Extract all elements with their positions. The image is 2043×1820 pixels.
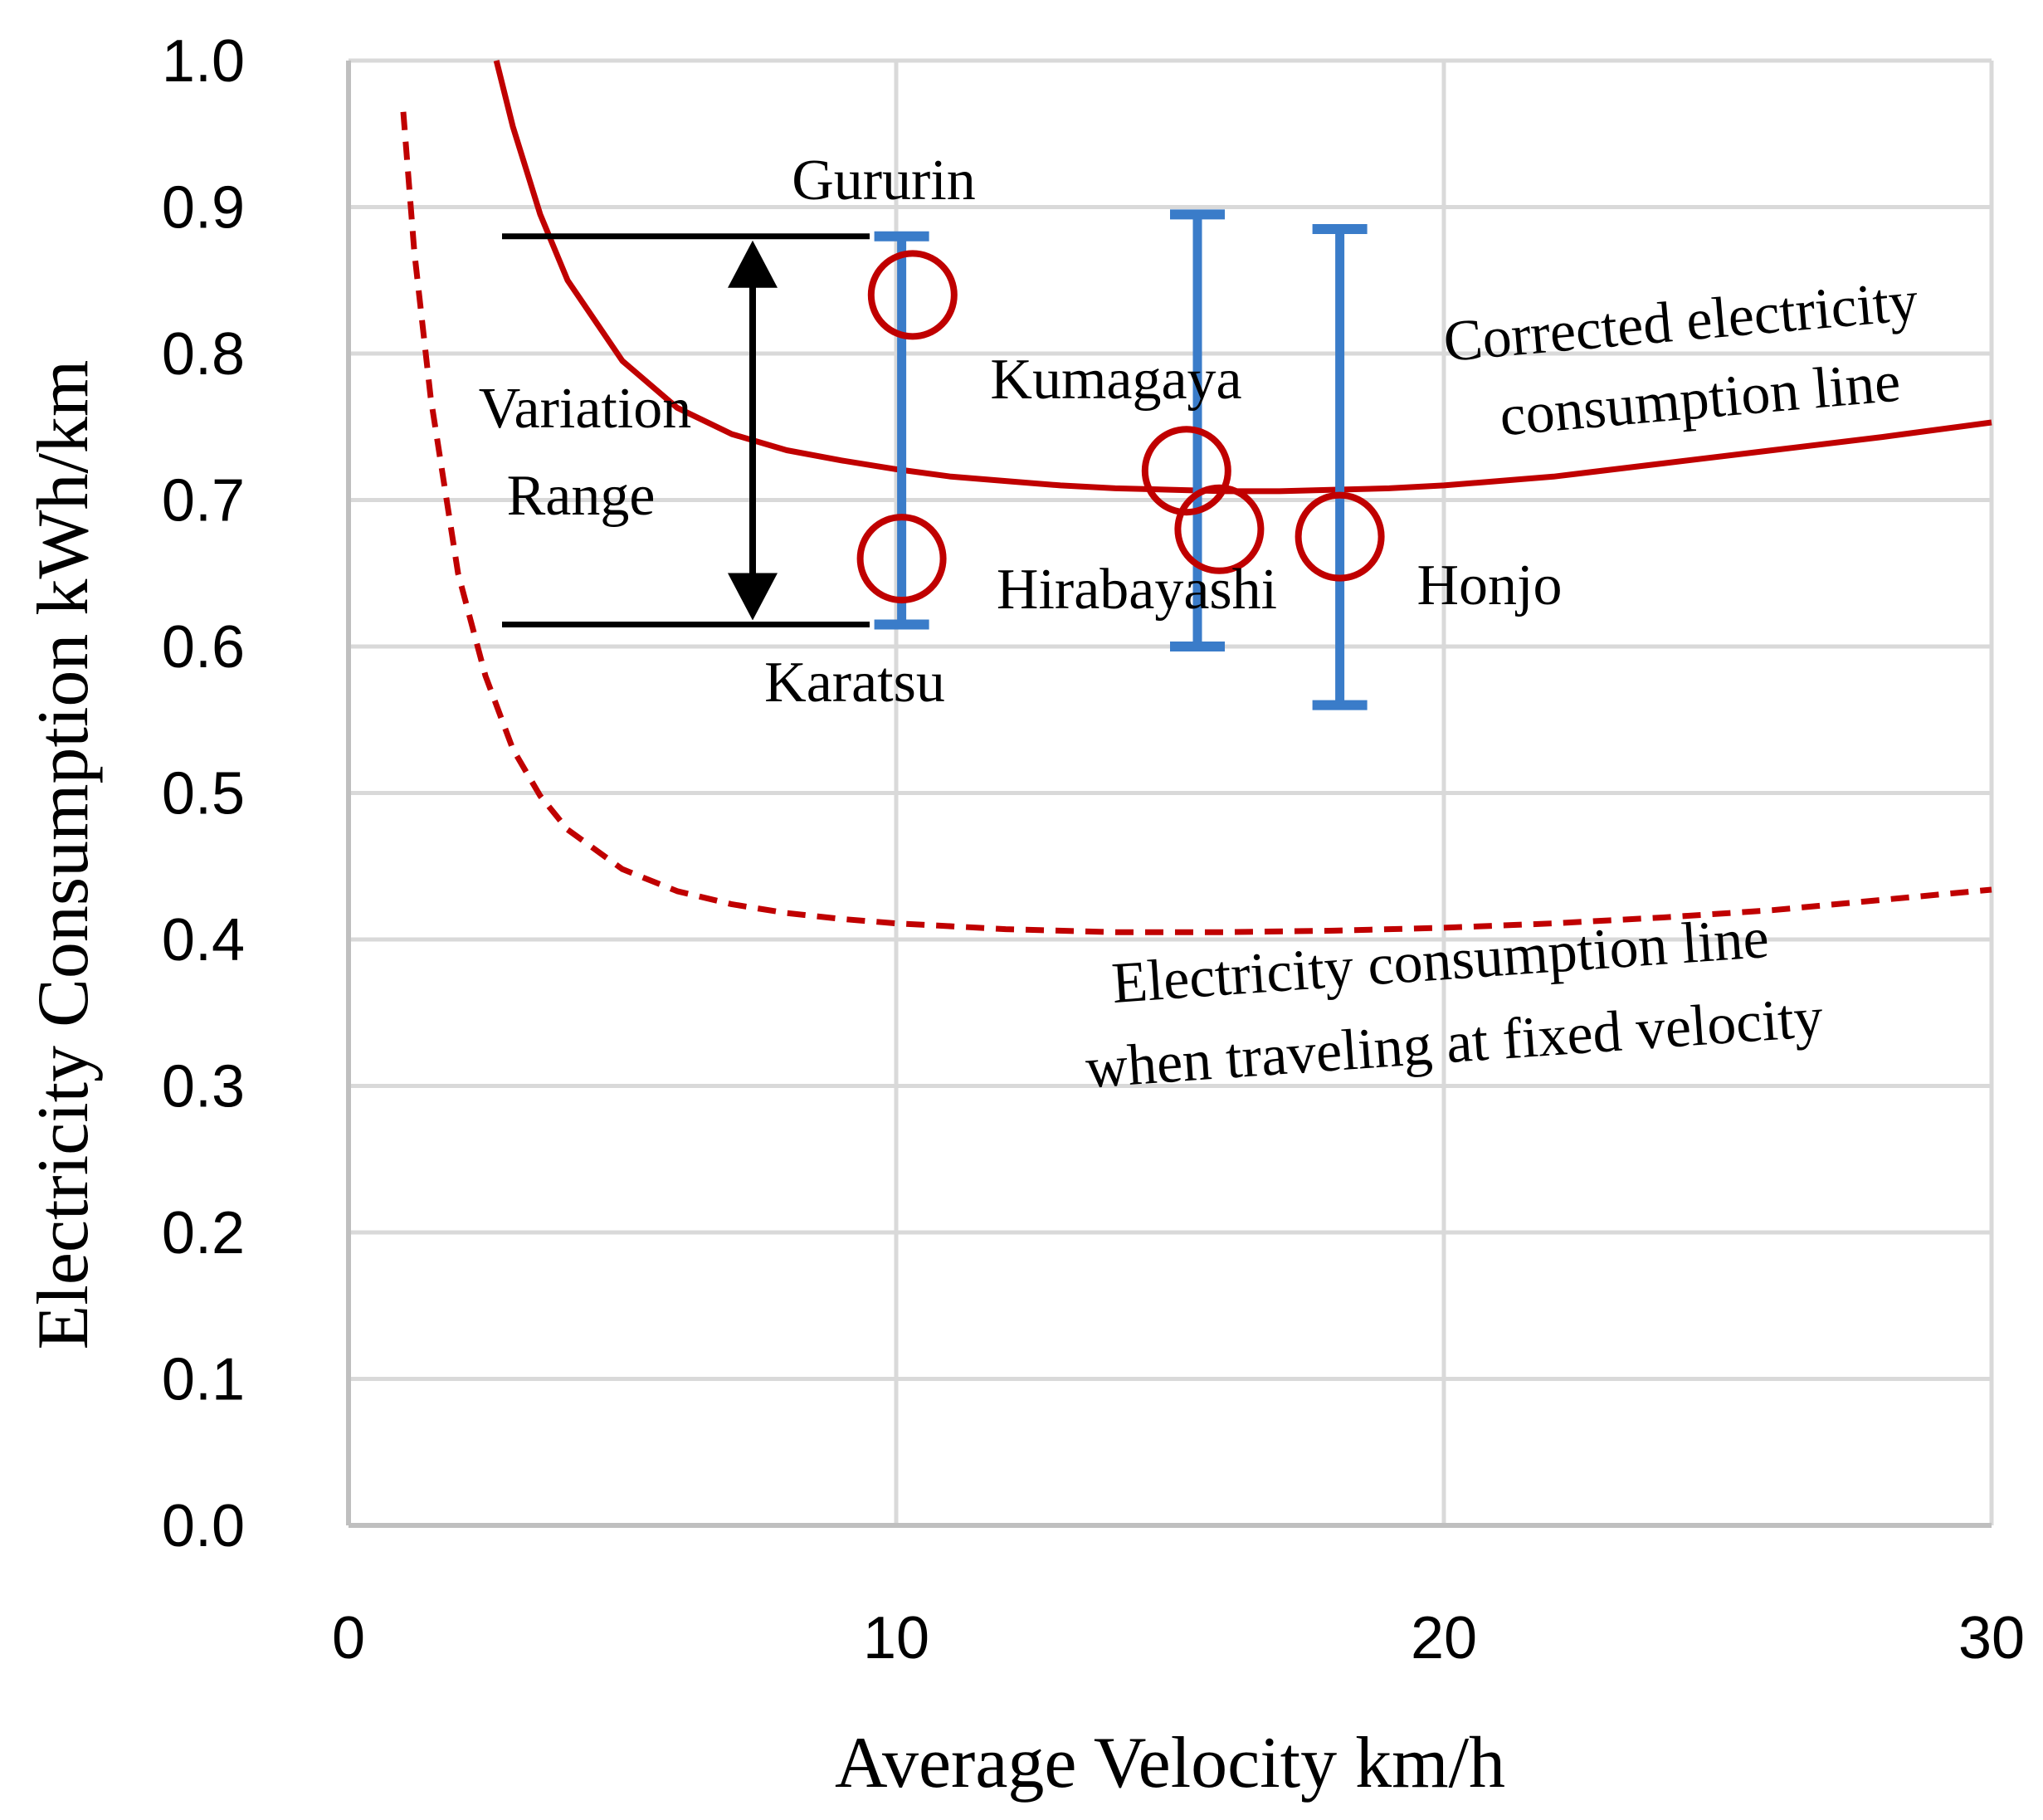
range-arrow-head-down	[728, 573, 778, 621]
fixed-velocity-curve	[400, 111, 1992, 935]
label-gururin: Gururin	[792, 149, 976, 212]
marker-honjo	[1295, 491, 1385, 582]
range-arrow-head-up	[728, 240, 778, 288]
x-tick-label: 30	[1958, 1605, 2025, 1671]
y-tick-label: 1.0	[162, 28, 245, 95]
axes: 0.0 0.1 0.2 0.3 0.4 0.5 0.6 0.7 0.8 0.9 1.0 0 10 20 30	[162, 28, 2025, 1671]
marker-kumagaya	[1141, 426, 1231, 516]
y-tick-label: 0.4	[162, 907, 245, 973]
label-kumagaya: Kumagaya	[990, 348, 1241, 412]
y-tick-label: 0.9	[162, 175, 245, 242]
y-tick-label: 0.3	[162, 1054, 245, 1120]
marker-gururin	[867, 250, 958, 340]
variation-label-line2: Range	[507, 464, 656, 528]
y-tick-label: 0.2	[162, 1200, 245, 1266]
label-karatsu: Karatsu	[764, 651, 945, 715]
grid	[349, 58, 1994, 1525]
corrected-consumption-curve	[493, 60, 1992, 495]
variation-range	[502, 233, 870, 628]
markers	[856, 250, 1385, 604]
y-tick-label: 0.7	[162, 468, 245, 534]
y-tick-label: 0.0	[162, 1493, 245, 1559]
x-axis-title: Average Velocity km/h	[835, 1723, 1505, 1803]
variation-label-line1: Variation	[479, 377, 692, 441]
label-honjo: Honjo	[1417, 554, 1563, 617]
corrected-line-label-2: consumption line	[1497, 350, 1903, 449]
label-hirabayashi: Hirabayashi	[997, 558, 1277, 622]
marker-hirabayashi	[1174, 484, 1265, 574]
y-tick-label: 0.1	[162, 1347, 245, 1413]
y-tick-label: 0.6	[162, 614, 245, 681]
error-bars	[874, 209, 1368, 710]
y-axis-title: Electricity Consumption kWh/km	[23, 360, 104, 1350]
x-tick-label: 0	[332, 1605, 365, 1671]
y-tick-label: 0.5	[162, 761, 245, 827]
marker-karatsu	[856, 514, 947, 604]
y-tick-label: 0.8	[162, 321, 245, 388]
curves	[400, 60, 1992, 935]
x-tick-label: 20	[1411, 1605, 1477, 1671]
x-tick-label: 10	[863, 1605, 929, 1671]
